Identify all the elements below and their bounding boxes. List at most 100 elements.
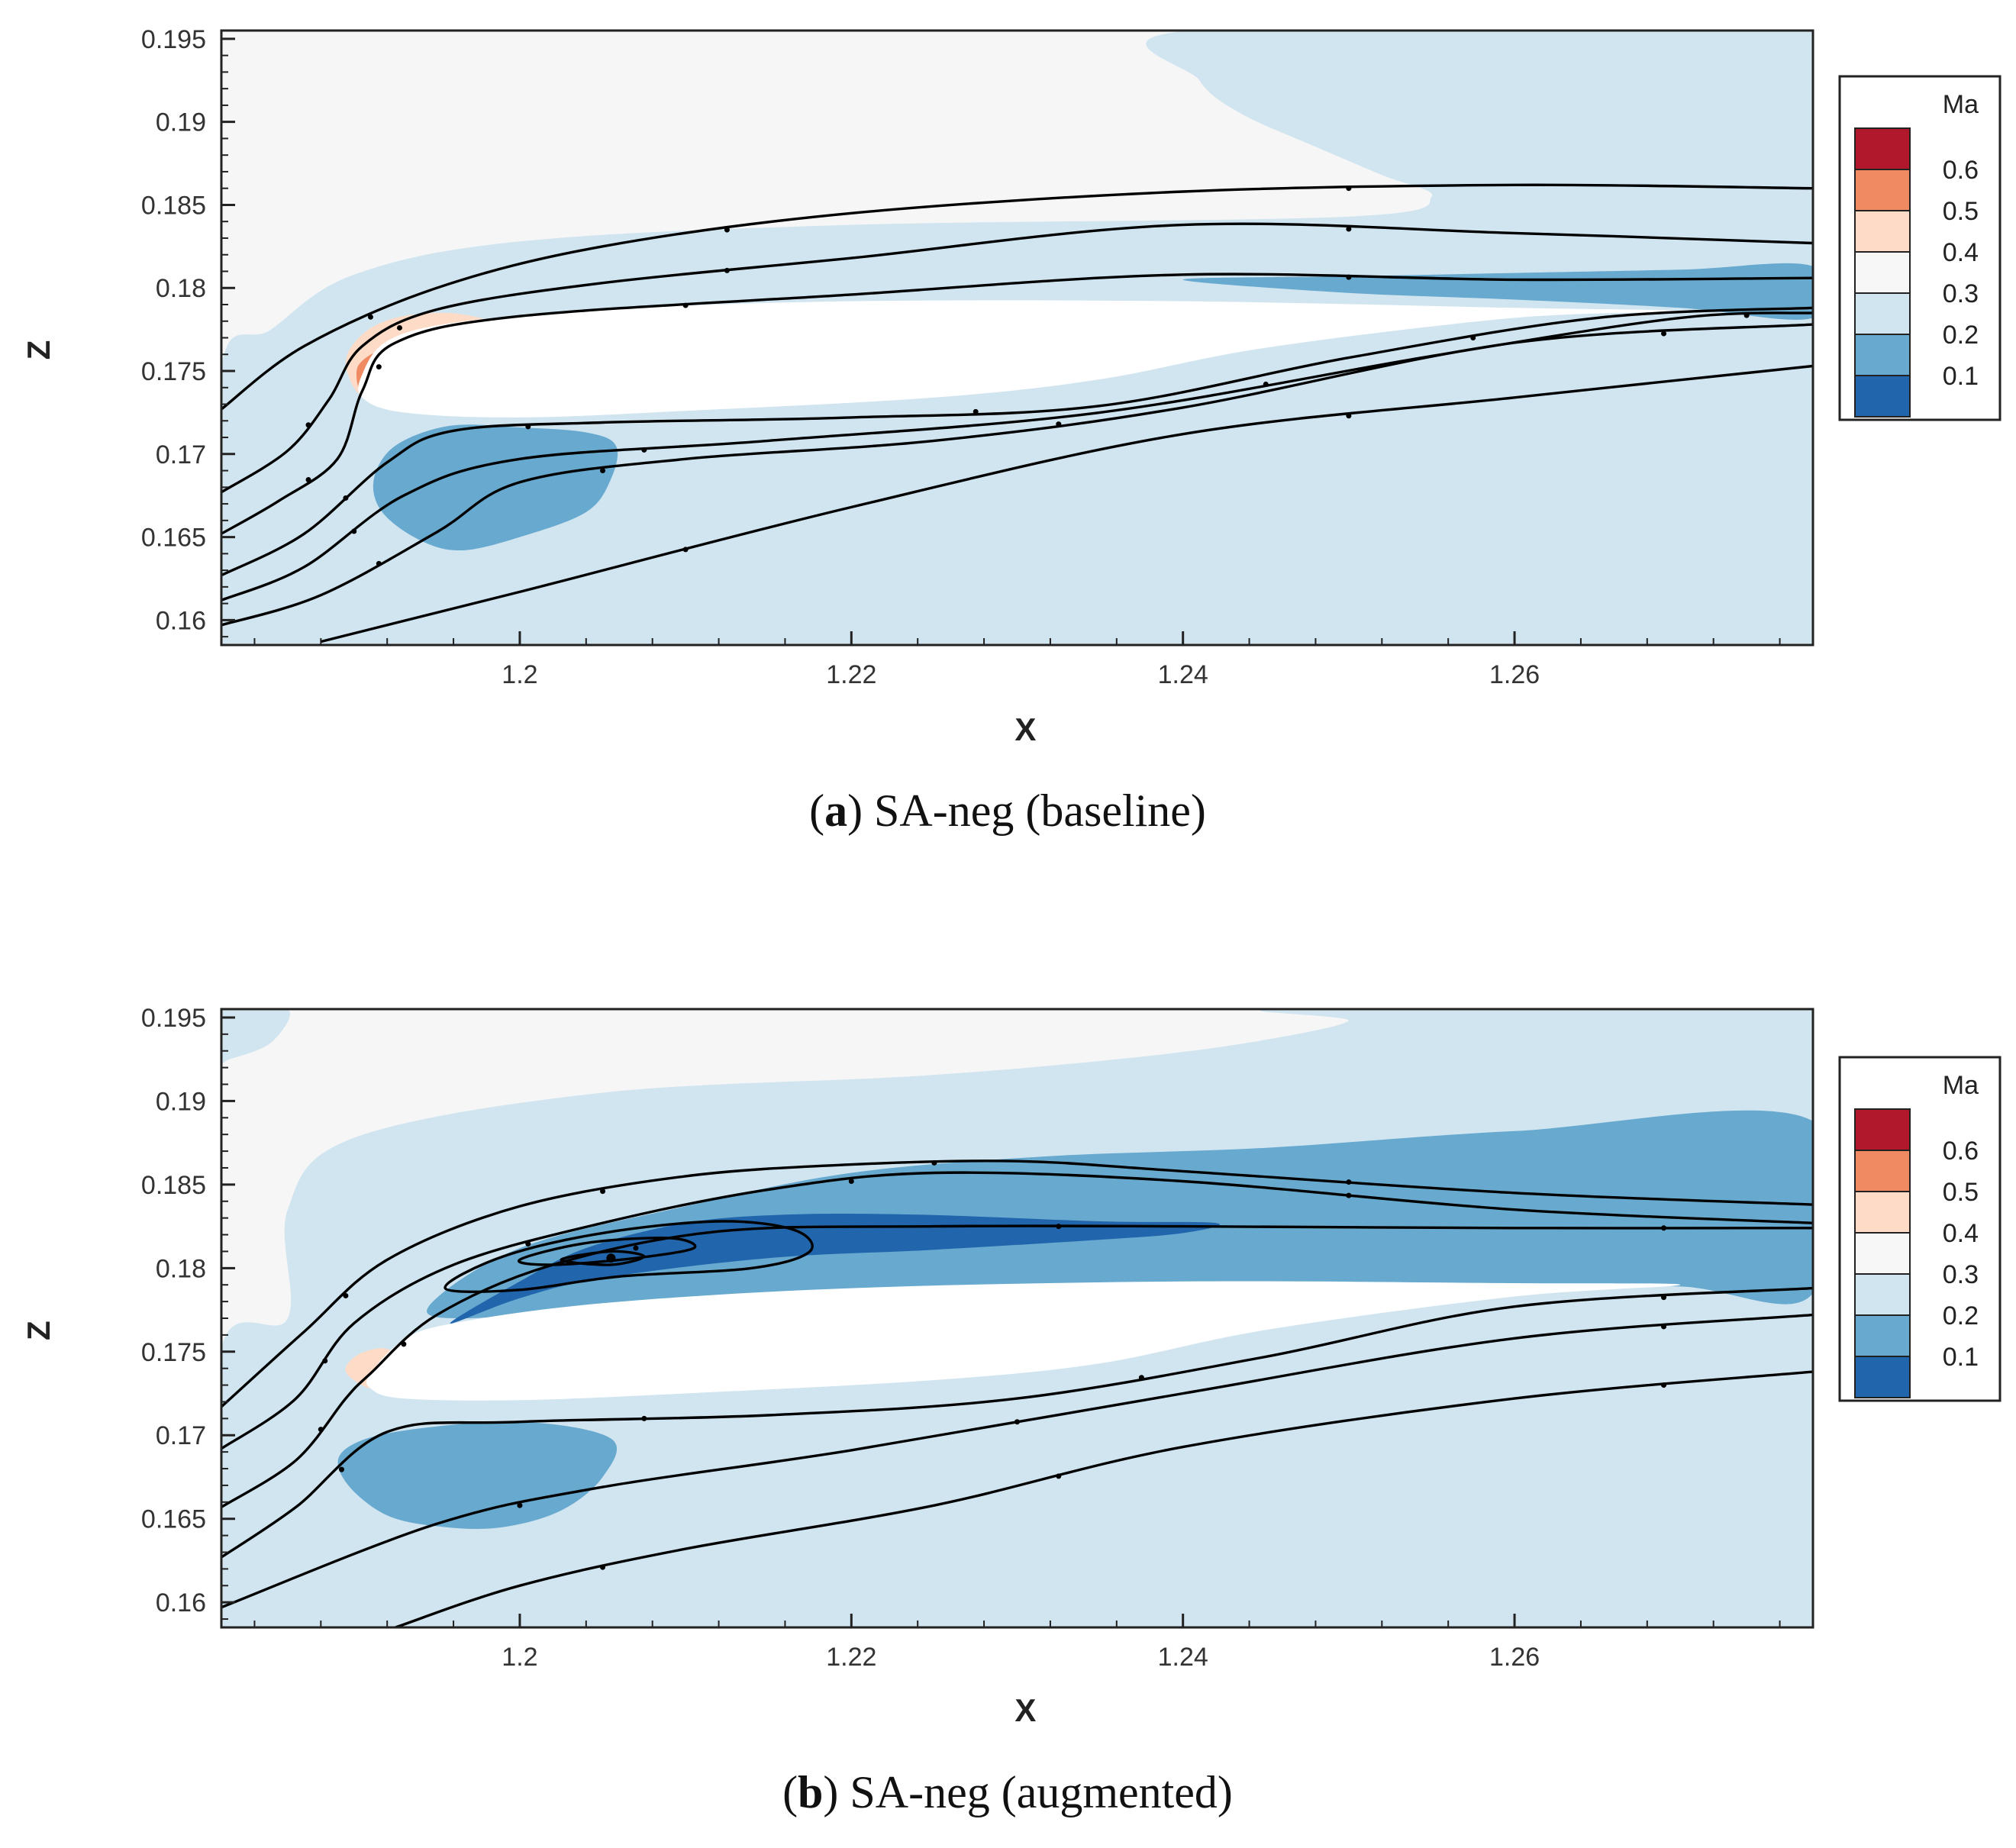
streamline [395, 1370, 1813, 1627]
legend-title: Ma [1943, 1071, 1979, 1100]
legend-level-label: 0.2 [1943, 1301, 1979, 1330]
caption-paren: ( [809, 785, 824, 836]
streamline [221, 306, 1813, 577]
airfoil-shape [366, 1281, 1681, 1401]
caption-letter: a [824, 785, 847, 836]
streamline [221, 323, 1813, 627]
streamline-arrow [1743, 312, 1750, 318]
legend-level-label: 0.1 [1943, 362, 1979, 391]
recirculation-loop [444, 1220, 814, 1294]
legend-level-label: 0.4 [1943, 238, 1979, 267]
streamline-arrow [682, 547, 689, 553]
streamline-arrow [1661, 331, 1667, 337]
legend-level-label: 0.3 [1943, 279, 1979, 308]
streamline-arrow [1056, 1473, 1062, 1479]
streamline-arrow [1661, 1225, 1667, 1231]
streamline-arrow [396, 324, 402, 331]
streamline-arrow [376, 364, 382, 370]
streamline-arrow [1346, 413, 1352, 419]
y-tick-label: 0.18 [156, 1254, 206, 1283]
streamline [221, 273, 1813, 535]
legend-swatch [1854, 1191, 1911, 1234]
streamline-arrow [1346, 1179, 1352, 1185]
streamline-arrow [1346, 226, 1352, 232]
legend-swatch [1854, 334, 1911, 376]
streamline-arrow [1470, 335, 1476, 340]
mach-region-0.1-0.2 [1182, 263, 1813, 320]
streamline-arrow [343, 495, 349, 501]
vortex-center [606, 1253, 616, 1263]
x-tick-label: 1.24 [1158, 660, 1208, 689]
y-tick-label: 0.195 [141, 1004, 206, 1033]
streamline-arrow [633, 1245, 639, 1251]
streamline-arrow [682, 302, 689, 308]
panel-b: 0.16 0.165 0.17 0.175 0.18 0.185 0.19 0.195 1.2 1… [21, 1004, 2001, 1817]
y-axis-label: Z [21, 340, 56, 360]
x-tick-label: 1.26 [1489, 1643, 1540, 1672]
legend-swatch [1854, 1314, 1911, 1357]
caption-title: SA-neg (baseline) [874, 785, 1206, 836]
streamline-arrow [322, 1358, 328, 1364]
streamline-arrow [525, 424, 531, 430]
x-axis-label: X [1014, 1692, 1036, 1728]
streamline-arrow [1056, 421, 1062, 427]
legend-level-label: 0.2 [1943, 321, 1979, 350]
legend-swatch [1854, 210, 1911, 253]
streamline-arrow [724, 267, 730, 273]
y-tick-label: 0.16 [156, 1588, 206, 1617]
x-tick-label: 1.22 [826, 660, 876, 689]
streamline [320, 364, 1813, 643]
legend-level-label: 0.5 [1943, 1178, 1979, 1207]
legend-swatch [1854, 127, 1911, 170]
y-tick-label: 0.175 [141, 1338, 206, 1367]
streamline-arrow [367, 314, 373, 320]
y-tick-label: 0.19 [156, 1087, 206, 1116]
mach-region-0.1-0.2 [427, 1110, 1813, 1319]
y-tick-label: 0.185 [141, 191, 206, 220]
panel-a: 0.16 0.165 0.17 0.175 0.18 0.185 0.19 0.195 1.2 1… [21, 25, 2001, 836]
streamline [221, 311, 1813, 601]
streamline-arrow [401, 1341, 407, 1347]
legend-swatch [1854, 292, 1911, 335]
streamline-arrow [1138, 1375, 1144, 1381]
legend-title: Ma [1943, 90, 1979, 119]
x-tick-label: 1.2 [502, 660, 537, 689]
legend-level-label: 0.5 [1943, 197, 1979, 226]
y-tick-label: 0.17 [156, 1421, 206, 1450]
legend-swatch [1854, 1150, 1911, 1192]
streamline-arrow [641, 1415, 647, 1421]
panel-caption: (a) SA-neg (baseline) [809, 785, 1206, 836]
legend-level-label: 0.4 [1943, 1219, 1979, 1248]
legend-swatch [1854, 1232, 1911, 1275]
legend-level-label: 0.6 [1943, 1137, 1979, 1166]
streamline-arrow [1014, 1419, 1020, 1425]
mach-region-0.1-0.2 [337, 1421, 618, 1529]
streamline-arrow [1661, 1295, 1667, 1301]
legend-level-label: 0.3 [1943, 1260, 1979, 1289]
streamline-arrow [1056, 1224, 1062, 1230]
streamline [221, 1224, 1813, 1508]
y-tick-label: 0.185 [141, 1171, 206, 1200]
caption-paren: ) [847, 785, 874, 836]
streamline-arrow [1346, 1192, 1352, 1198]
airfoil-shape [358, 300, 1681, 418]
legend-level-label: 0.6 [1943, 156, 1979, 185]
legend-level-label: 0.1 [1943, 1343, 1979, 1372]
streamline [221, 1286, 1813, 1559]
streamline-arrow [338, 1466, 344, 1472]
streamline-arrow [600, 1564, 606, 1570]
mach-region-0.1-0.2 [373, 424, 618, 551]
streamline-arrow [641, 447, 647, 453]
caption-paren: ( [782, 1767, 798, 1817]
y-tick-label: 0.195 [141, 25, 206, 54]
plot-area [221, 31, 1813, 645]
legend-swatch [1854, 1108, 1911, 1151]
plot-area [221, 1009, 1813, 1627]
x-tick-label: 1.26 [1489, 660, 1540, 689]
x-tick-label: 1.2 [502, 1643, 537, 1672]
streamline-arrow [1263, 381, 1269, 387]
streamline-arrow [305, 477, 311, 483]
streamline-arrow [724, 227, 730, 233]
streamline-arrow [351, 528, 357, 534]
